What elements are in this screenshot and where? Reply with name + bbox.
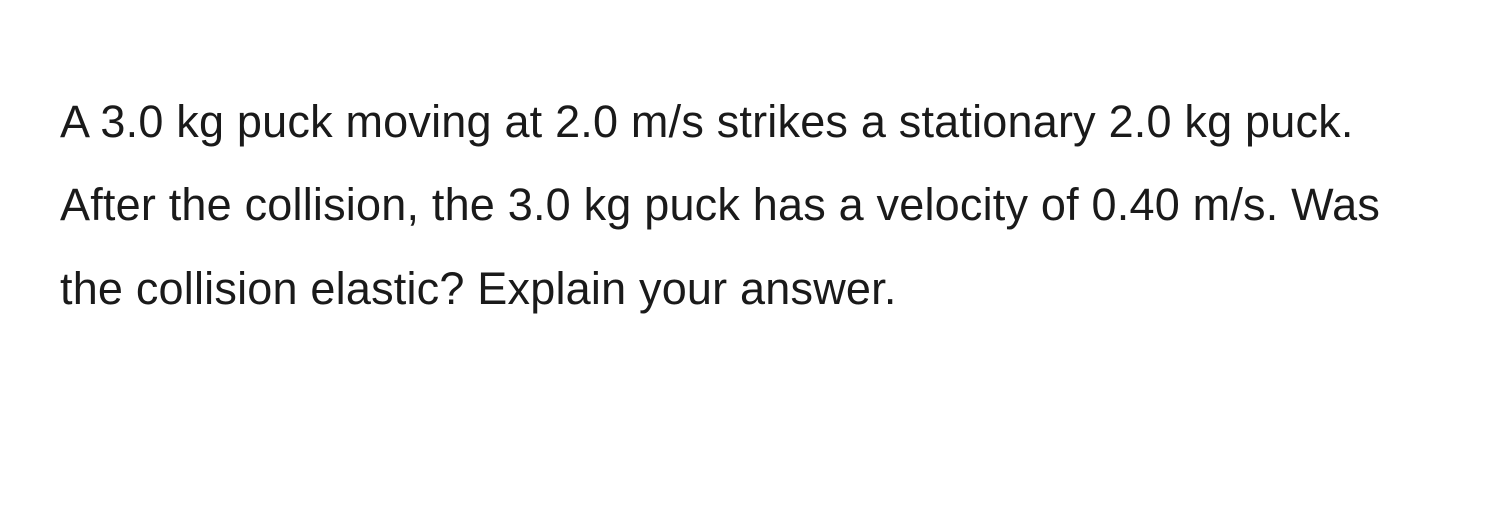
physics-question-text: A 3.0 kg puck moving at 2.0 m/s strikes … [60,80,1440,330]
